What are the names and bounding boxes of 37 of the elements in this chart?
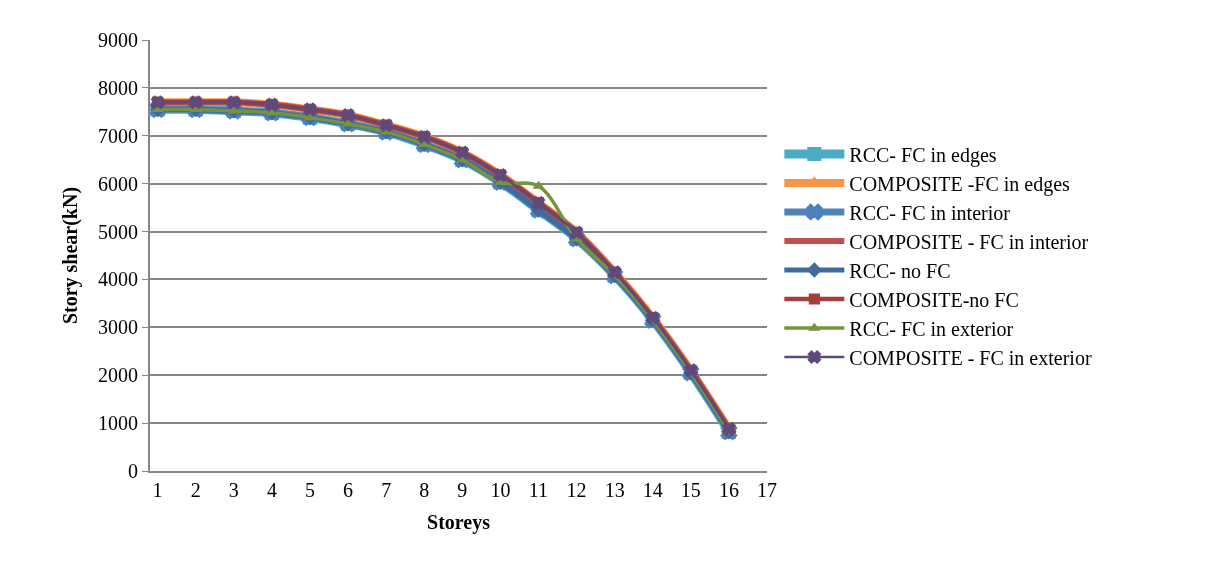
x-tick-label: 10 — [490, 479, 511, 501]
legend-label: RCC- no FC — [849, 259, 951, 282]
x-tick-label: 9 — [457, 479, 468, 501]
y-tick-label: 1000 — [98, 412, 138, 435]
y-tick-label: 5000 — [98, 220, 138, 243]
legend-label: COMPOSITE - FC in interior — [849, 230, 1089, 253]
y-tick-label: 6000 — [98, 172, 138, 195]
y-tick-label: 4000 — [98, 268, 138, 291]
y-tick-label: 0 — [128, 460, 138, 482]
legend-label: COMPOSITE-no FC — [849, 288, 1019, 311]
y-tick-label: 2000 — [98, 364, 138, 387]
x-tick-label: 11 — [528, 479, 549, 501]
y-axis-title: Story shear(kN) — [59, 186, 82, 325]
x-tick-label: 8 — [419, 479, 430, 501]
legend-label: RCC- FC in exterior — [849, 317, 1014, 340]
x-tick-label: 13 — [604, 479, 625, 501]
x-tick-label: 4 — [266, 479, 277, 501]
x-tick-label: 15 — [680, 479, 701, 501]
y-tick-label: 3000 — [98, 316, 138, 339]
y-tick-label: 8000 — [98, 76, 138, 99]
x-axis-title: Storeys — [427, 511, 491, 534]
x-tick-label: 17 — [757, 479, 777, 501]
y-tick-label: 7000 — [98, 124, 138, 147]
y-tick-label: 9000 — [98, 29, 138, 51]
x-tick-label: 1 — [152, 479, 163, 501]
x-tick-label: 12 — [566, 479, 587, 501]
legend-label: RCC- FC in interior — [849, 201, 1011, 224]
x-tick-label: 3 — [228, 479, 239, 501]
x-tick-label: 14 — [642, 479, 663, 501]
x-tick-label: 5 — [304, 479, 315, 501]
x-tick-label: 6 — [343, 479, 354, 501]
legend-label: COMPOSITE -FC in edges — [849, 172, 1071, 196]
x-tick-label: 2 — [190, 479, 201, 501]
x-tick-label: 7 — [381, 479, 392, 501]
legend-label: COMPOSITE - FC in exterior — [849, 346, 1092, 369]
x-tick-label: 16 — [718, 479, 739, 501]
legend-label: RCC- FC in edges — [849, 143, 997, 167]
